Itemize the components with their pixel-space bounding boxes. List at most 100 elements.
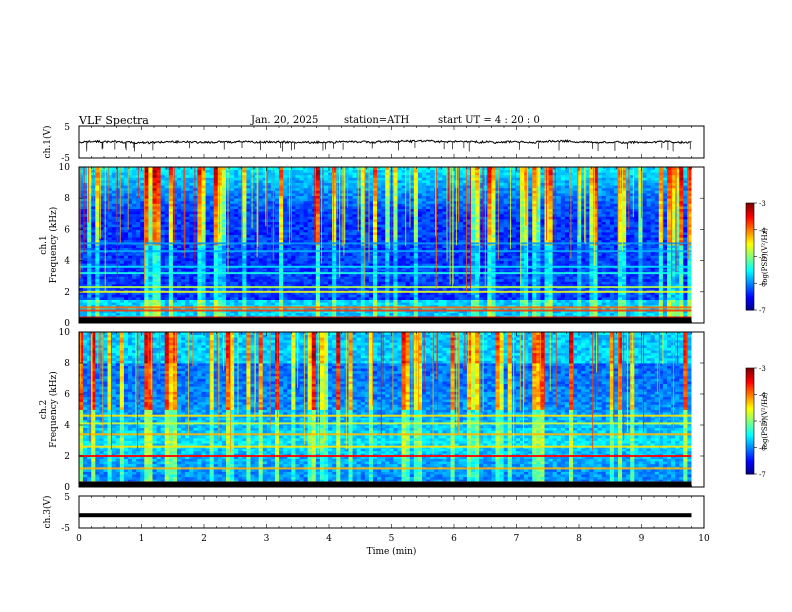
spectro-cell — [83, 169, 88, 173]
spectro-cell — [287, 284, 292, 287]
spectro-cell — [356, 304, 362, 308]
spectro-cell — [152, 299, 157, 303]
spectro-cell — [299, 195, 304, 199]
spectro-cell — [234, 169, 239, 173]
spectro-cell — [266, 203, 272, 207]
spectro-cell — [311, 258, 317, 261]
spectro-cell — [352, 224, 358, 228]
spectro-cell — [201, 302, 206, 306]
spectro-cell — [152, 255, 157, 259]
spectro-cell — [295, 182, 300, 186]
spectro-cell — [299, 226, 304, 230]
spectro-cell — [144, 229, 149, 233]
spectro-cell — [254, 289, 260, 293]
spectro-cell — [352, 258, 358, 261]
spectro-cell — [221, 281, 227, 285]
spectro-cell — [189, 247, 194, 251]
spectro-cell — [250, 174, 255, 178]
spectro-cell — [217, 281, 223, 285]
spectro-cell — [356, 289, 362, 293]
spectro-cell — [356, 216, 362, 220]
spectro-cell — [405, 289, 411, 293]
spectro-cell — [385, 187, 390, 191]
spectro-cell — [95, 239, 100, 243]
spectro-cell — [189, 252, 194, 256]
spectro-cell — [250, 289, 255, 293]
spectro-cell — [254, 284, 260, 287]
spectro-cell — [242, 263, 247, 267]
spectro-cell — [393, 294, 398, 298]
spectro-cell — [148, 206, 153, 209]
spectro-cell — [332, 190, 337, 194]
spectro-cell — [103, 268, 108, 272]
spectro-cell — [213, 234, 219, 238]
spectro-cell — [217, 226, 223, 230]
spectro-cell — [385, 291, 390, 295]
spectro-cell — [307, 182, 313, 186]
spectro-cell — [315, 263, 321, 267]
spectro-cell — [344, 247, 349, 251]
spectro-cell — [209, 185, 215, 189]
spectro-cell — [148, 268, 153, 272]
spectro-cell — [148, 245, 153, 248]
spectro-cell — [258, 258, 264, 261]
spectro-cell — [177, 307, 182, 311]
spectro-cell — [185, 268, 190, 272]
spectro-cell — [234, 213, 239, 217]
spectro-cell — [287, 247, 292, 251]
spectro-cell — [319, 294, 325, 298]
spectro-cell — [115, 203, 121, 207]
spectro-cell — [307, 195, 313, 199]
spectro-cell — [315, 174, 321, 178]
spectro-cell — [348, 195, 353, 199]
spectro-cell — [238, 276, 243, 280]
spectro-cell — [405, 294, 411, 298]
spectro-cell — [234, 174, 239, 178]
spectro-cell — [221, 177, 227, 181]
spectro-cell — [324, 193, 329, 196]
spectro-cell — [201, 276, 206, 280]
spectro-cell — [201, 312, 206, 316]
spectro-cell — [303, 289, 309, 293]
spectro-cell — [279, 216, 284, 220]
spectro-cell — [328, 216, 333, 220]
spectro-cell — [262, 208, 268, 212]
spectro-cell — [266, 312, 272, 316]
spectro-cell — [397, 291, 402, 295]
spectro-cell — [291, 180, 296, 183]
spectro-cell — [193, 226, 198, 230]
spectro-cell — [262, 281, 268, 285]
spectro-cell — [291, 307, 296, 311]
spectro-cell — [152, 304, 157, 308]
spectro-cell — [303, 203, 309, 207]
spectro-cell — [213, 289, 219, 293]
spectro-cell — [197, 167, 202, 170]
spectro-cell — [344, 289, 349, 293]
spectro-cell — [185, 193, 190, 196]
spectro-cell — [352, 174, 358, 178]
spectro-cell — [356, 273, 362, 277]
spectro-cell — [79, 216, 84, 220]
spectro-cell — [348, 239, 353, 243]
spectro-cell — [344, 258, 349, 261]
spectro-cell — [209, 177, 215, 181]
spectro-cell — [303, 224, 309, 228]
spectro-cell — [381, 252, 386, 256]
spectro-cell — [148, 174, 153, 178]
spectro-cell — [332, 252, 337, 256]
spectro-cell — [242, 237, 247, 241]
spectro-cell — [230, 289, 235, 293]
spectro-cell — [340, 304, 345, 308]
spectro-cell — [213, 169, 219, 173]
spectro-cell — [283, 195, 288, 199]
spectro-cell — [328, 203, 333, 207]
spectro-cell — [156, 185, 162, 189]
spectro-cell — [172, 193, 178, 196]
spectro-cell — [193, 198, 198, 202]
spectro-cell — [140, 185, 145, 189]
spectro-cell — [119, 268, 125, 272]
spectro-cell — [119, 281, 125, 285]
spectro-cell — [360, 177, 366, 181]
spectro-cell — [254, 294, 260, 298]
spectro-cell — [123, 294, 129, 298]
